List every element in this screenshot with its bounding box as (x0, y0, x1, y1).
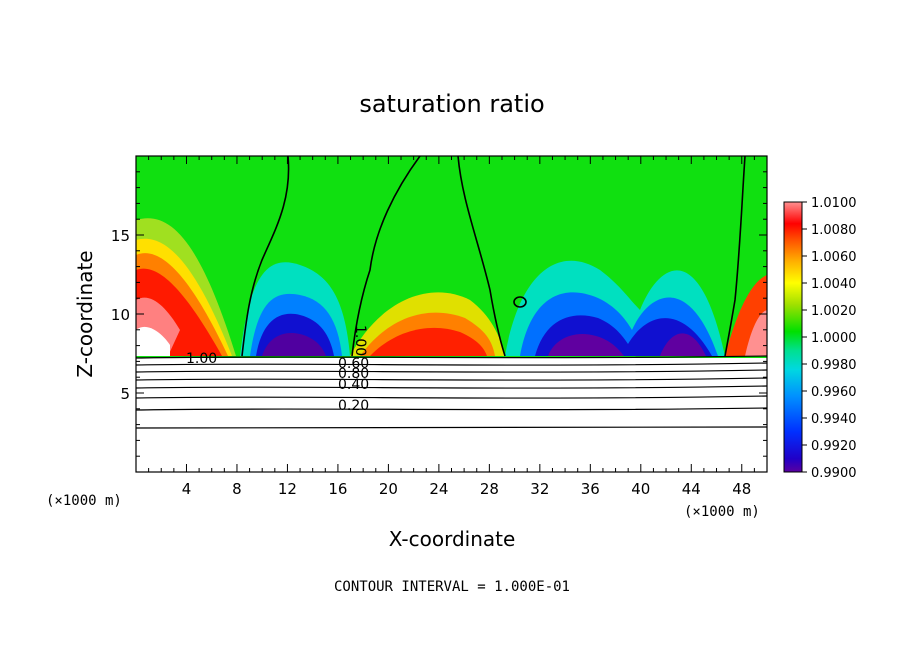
contour-line-2 (136, 362, 767, 366)
contour-upper-1 (241, 156, 290, 357)
chart-title: saturation ratio (359, 90, 544, 118)
heatmap-field (136, 156, 767, 358)
warm-region-right-pink (745, 310, 767, 356)
x-tick-label: 44 (682, 480, 701, 498)
plot-area (136, 156, 767, 472)
x-tick-label: 16 (328, 480, 347, 498)
colorbar-label: 1.0100 (811, 196, 857, 211)
colorbar-label: 1.0080 (811, 223, 857, 238)
y-tick-label: 15 (111, 227, 130, 245)
colorbar-label: 1.0060 (811, 250, 857, 265)
contour-line-6 (136, 395, 767, 399)
colorbar: 1.0100 1.0080 1.0060 1.0040 1.0020 1.0000 0.99… (783, 196, 857, 481)
x-tick-label: 32 (530, 480, 549, 498)
white-gap-left (136, 326, 170, 356)
contour-line-1 (136, 355, 767, 359)
y-axis-ticks: 5 10 15 (111, 171, 767, 457)
contour-upper-2 (351, 156, 421, 357)
contour-interval-note: CONTOUR INTERVAL = 1.000E-01 (334, 579, 570, 595)
lower-contours (136, 355, 767, 429)
contour-label-6: 0.20 (338, 398, 369, 414)
cold-region-a-purple (262, 332, 326, 356)
x-unit-label-right: (×1000 m) (684, 504, 760, 520)
y-tick-label: 10 (111, 306, 130, 324)
x-tick-label: 4 (182, 480, 192, 498)
colorbar-label: 0.9940 (811, 412, 857, 427)
warm-region-mid-red (370, 327, 487, 356)
contour-label-1: 1.00 (186, 351, 217, 367)
contour-label-5: 0.40 (338, 377, 369, 393)
x-tick-label: 20 (379, 480, 398, 498)
y-tick-label: 5 (120, 385, 130, 403)
colorbar-label: 1.0000 (811, 331, 857, 346)
colorbar-ticks: 1.0100 1.0080 1.0060 1.0040 1.0020 1.0000 0.99… (802, 196, 857, 481)
x-tick-label: 48 (732, 480, 751, 498)
x-axis-ticks: 4 8 12 16 20 24 28 32 36 40 44 48 (148, 156, 755, 498)
contour-label-2: 1.00 (352, 325, 368, 356)
y-axis-label: Z-coordinate (73, 250, 97, 377)
colorbar-label: 1.0040 (811, 277, 857, 292)
colorbar-label: 0.9980 (811, 358, 857, 373)
colorbar-label: 0.9920 (811, 439, 857, 454)
x-tick-label: 24 (429, 480, 448, 498)
colorbar-label: 1.0020 (811, 304, 857, 319)
contour-line-4 (136, 377, 767, 381)
contour-label-3: 0.60 (338, 356, 369, 372)
colorbar-strip (783, 201, 803, 473)
contour-upper-loop (513, 296, 527, 308)
colorbar-label: 0.9900 (811, 466, 857, 481)
x-tick-label: 40 (631, 480, 650, 498)
x-tick-label: 36 (581, 480, 600, 498)
contour-line-3 (136, 369, 767, 373)
x-axis-label: X-coordinate (389, 527, 516, 551)
x-tick-label: 12 (278, 480, 297, 498)
contour-labels: 1.00 1.00 0.60 0.80 0.40 0.20 (186, 325, 369, 414)
contour-line-7 (136, 407, 767, 411)
contour-label-4: 0.80 (338, 366, 369, 382)
contour-upper-4 (724, 156, 746, 357)
contour-upper-3 (457, 156, 506, 357)
contour-line-8 (136, 426, 767, 429)
contour-line-5 (136, 385, 767, 389)
x-tick-label: 28 (480, 480, 499, 498)
cold-region-b-purple (548, 333, 706, 356)
colorbar-label: 0.9960 (811, 385, 857, 400)
upper-contours (241, 156, 746, 357)
x-unit-label-left: (×1000 m) (46, 493, 122, 509)
x-tick-label: 8 (232, 480, 242, 498)
